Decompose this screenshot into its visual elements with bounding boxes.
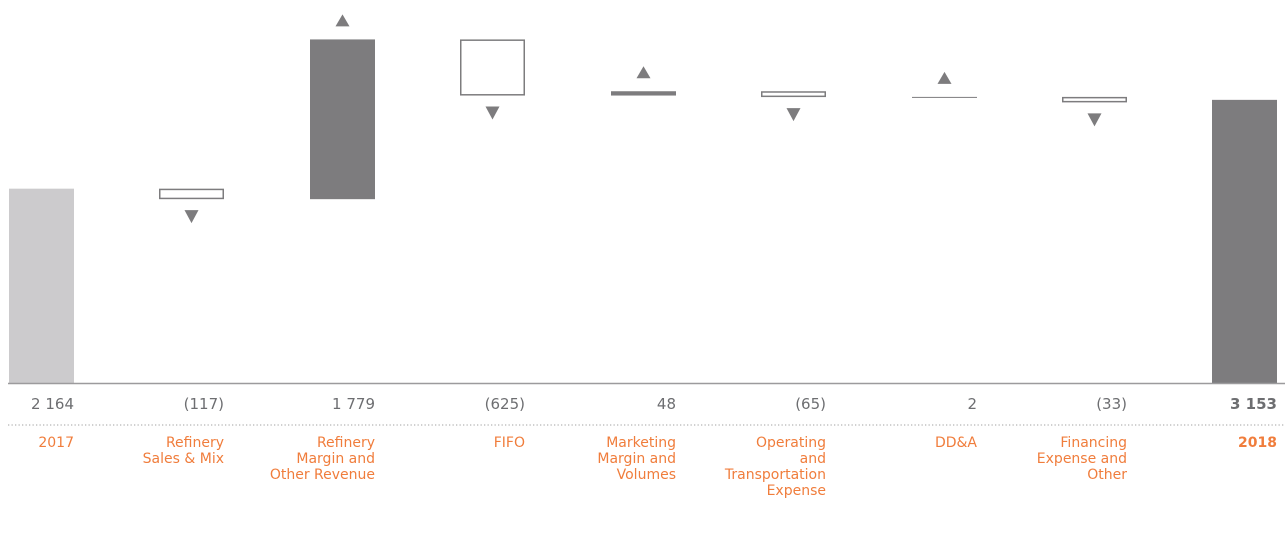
bar-2017	[9, 188, 74, 383]
bar-financing-expense-and-other	[1062, 96, 1127, 103]
category-label-operating-and-transportation-expense: and	[800, 451, 826, 467]
bar-2018	[1212, 99, 1277, 384]
up-arrow-icon	[335, 14, 350, 27]
category-label-2018: 2018	[1238, 435, 1277, 451]
category-label-dd-a: DD&A	[935, 435, 977, 451]
category-label-marketing-margin-and-volumes: Marketing	[606, 435, 676, 451]
value-label-operating-and-transportation-expense: (65)	[795, 395, 826, 413]
category-label-marketing-margin-and-volumes: Margin and	[597, 451, 676, 467]
down-arrow-icon	[1087, 113, 1102, 127]
bar-refinery-sales-mix	[159, 188, 224, 200]
bar-fifo	[460, 39, 525, 96]
value-label-dd-a: 2	[967, 395, 977, 413]
category-label-operating-and-transportation-expense: Transportation	[724, 467, 826, 483]
category-label-marketing-margin-and-volumes: Volumes	[617, 467, 676, 483]
value-label-refinery-sales-mix: (117)	[184, 395, 224, 413]
category-label-financing-expense-and-other: Financing	[1060, 435, 1127, 451]
value-label-2017: 2 164	[31, 395, 74, 413]
up-arrow-icon	[937, 71, 952, 84]
value-label-fifo: (625)	[485, 395, 525, 413]
down-arrow-icon	[485, 106, 500, 120]
category-label-operating-and-transportation-expense: Operating	[756, 435, 826, 451]
value-label-refinery-margin-and-other-revenue: 1 779	[332, 395, 375, 413]
category-label-financing-expense-and-other: Other	[1087, 467, 1127, 483]
category-label-refinery-margin-and-other-revenue: Refinery	[317, 435, 375, 451]
bar-marketing-margin-and-volumes	[611, 91, 676, 96]
value-label-financing-expense-and-other: (33)	[1096, 395, 1127, 413]
bar-operating-and-transportation-expense	[761, 91, 826, 98]
down-arrow-icon	[184, 210, 199, 224]
category-label-2017: 2017	[38, 435, 74, 451]
category-label-fifo: FIFO	[494, 435, 525, 451]
category-label-refinery-sales-mix: Sales & Mix	[143, 451, 224, 467]
bar-refinery-margin-and-other-revenue	[310, 39, 375, 200]
category-label-refinery-sales-mix: Refinery	[166, 435, 224, 451]
down-arrow-icon	[786, 108, 801, 122]
bar-dd-a	[912, 96, 977, 98]
category-label-refinery-margin-and-other-revenue: Margin and	[296, 451, 375, 467]
up-arrow-icon	[636, 66, 651, 79]
category-label-operating-and-transportation-expense: Expense	[767, 483, 826, 499]
value-label-marketing-margin-and-volumes: 48	[657, 395, 676, 413]
category-label-refinery-margin-and-other-revenue: Other Revenue	[270, 467, 375, 483]
category-label-financing-expense-and-other: Expense and	[1037, 451, 1127, 467]
value-label-2018: 3 153	[1230, 395, 1277, 413]
